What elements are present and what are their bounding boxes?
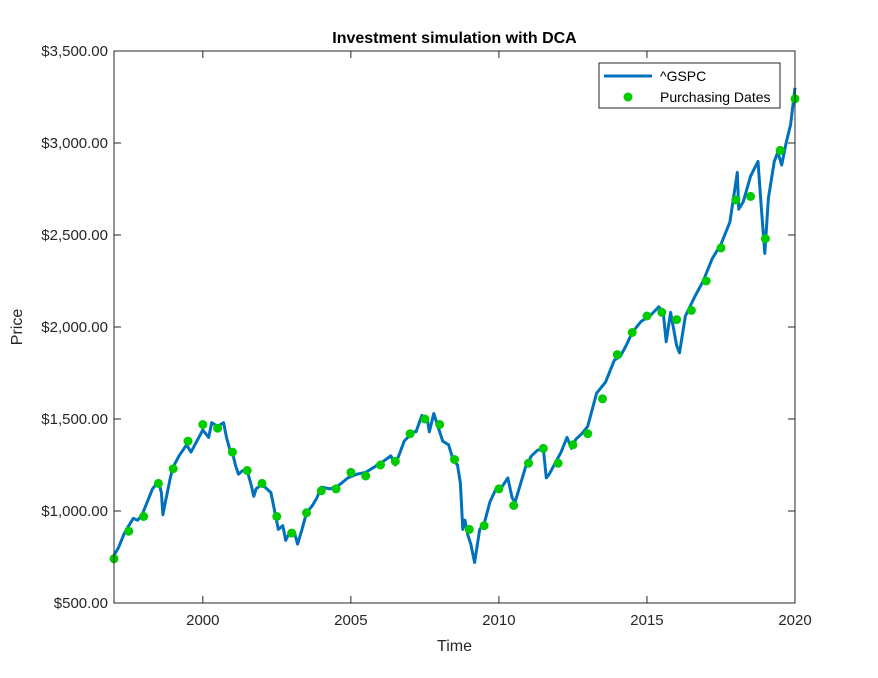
purchase-marker xyxy=(509,501,519,510)
legend: ^GSPC Purchasing Dates xyxy=(598,62,781,109)
x-tick-label: 2020 xyxy=(778,612,811,629)
x-tick-label: 2005 xyxy=(334,612,367,629)
purchase-marker xyxy=(390,456,400,466)
purchase-marker xyxy=(568,440,578,450)
x-tick-label: 2015 xyxy=(630,612,663,629)
purchase-marker xyxy=(494,484,504,494)
purchase-marker xyxy=(701,276,711,286)
purchase-marker xyxy=(553,458,563,468)
x-tick-label: 2010 xyxy=(482,612,515,629)
purchase-marker xyxy=(612,350,622,360)
y-tick-label: $500.00 xyxy=(54,595,108,612)
purchase-marker xyxy=(760,234,770,244)
purchase-marker xyxy=(731,195,741,205)
purchase-marker xyxy=(686,305,696,315)
purchase-marker xyxy=(435,420,445,429)
purchase-marker xyxy=(672,315,682,325)
purchase-marker xyxy=(775,145,785,155)
purchase-marker xyxy=(331,484,341,494)
purchase-marker xyxy=(153,478,163,488)
purchase-marker xyxy=(257,478,267,488)
purchase-marker xyxy=(627,328,637,337)
y-tick-label: $2,000.00 xyxy=(41,319,108,336)
purchase-marker xyxy=(524,458,533,468)
plot-area xyxy=(114,51,795,603)
purchase-marker xyxy=(538,443,548,453)
legend-label-purchasing-dates: Purchasing Dates xyxy=(660,89,771,105)
purchase-marker xyxy=(376,460,385,470)
purchase-marker xyxy=(287,528,297,538)
y-tick-label: $3,000.00 xyxy=(41,135,108,152)
purchase-marker xyxy=(746,191,756,201)
purchase-marker xyxy=(227,447,237,457)
y-axis-title: Price xyxy=(9,309,26,346)
purchase-marker xyxy=(583,429,593,439)
y-tick-label: $3,500.00 xyxy=(41,43,108,60)
purchase-marker xyxy=(272,512,282,521)
y-tick-label: $1,500.00 xyxy=(41,411,108,428)
purchase-marker xyxy=(213,423,223,433)
purchase-marker xyxy=(450,455,459,464)
purchase-marker xyxy=(642,311,652,321)
purchase-marker xyxy=(139,512,149,521)
purchase-marker xyxy=(716,243,726,253)
legend-label-gspc: ^GSPC xyxy=(660,68,706,84)
purchase-marker xyxy=(361,471,371,481)
purchase-marker xyxy=(242,466,252,475)
x-tick-label: 2000 xyxy=(186,612,219,629)
x-axis-ticks: 2000 2005 2010 2015 2020 xyxy=(186,51,812,629)
y-axis-ticks: $500.00 $1,000.00 $1,500.00 $2,000.00 $2,500… xyxy=(41,43,795,612)
purchase-marker xyxy=(657,307,667,317)
purchase-marker xyxy=(183,436,193,446)
y-tick-label: $2,500.00 xyxy=(41,227,108,244)
purchase-marker xyxy=(464,524,474,534)
y-tick-label: $1,000.00 xyxy=(41,503,108,520)
purchase-marker xyxy=(420,414,430,424)
purchase-marker xyxy=(198,420,208,429)
legend-marker-swatch xyxy=(623,92,633,102)
series-layer xyxy=(109,87,800,564)
purchase-marker xyxy=(405,429,415,439)
purchase-marker xyxy=(302,508,311,518)
purchase-marker xyxy=(479,521,489,531)
chart-title: Investment simulation with DCA xyxy=(332,30,577,47)
x-axis-title: Time xyxy=(437,638,472,655)
purchase-marker xyxy=(124,526,134,536)
purchase-marker xyxy=(598,394,607,404)
purchase-marker xyxy=(316,486,326,496)
purchase-marker xyxy=(346,467,356,477)
purchase-marker xyxy=(168,464,178,474)
